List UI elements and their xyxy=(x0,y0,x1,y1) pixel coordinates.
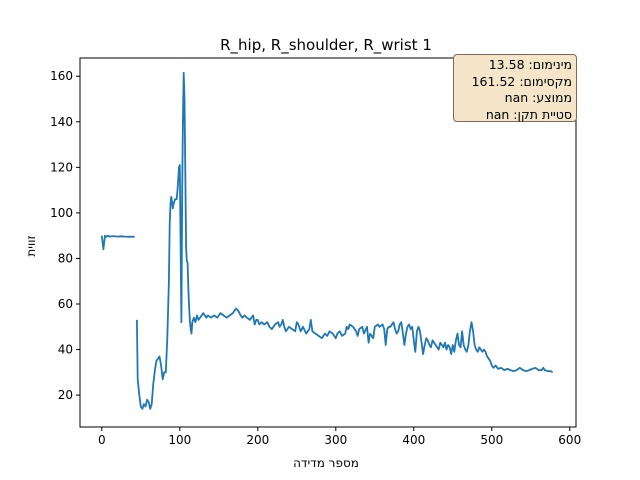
x-tick-label: 300 xyxy=(324,433,347,447)
x-tick-label: 600 xyxy=(558,433,581,447)
plot-area xyxy=(79,57,577,428)
plot-frame xyxy=(79,57,577,428)
y-tick-label: 20 xyxy=(58,388,73,402)
stats-mean: ממוצע: nan xyxy=(504,90,572,105)
y-tick-label: 60 xyxy=(58,297,73,311)
series-line-segment xyxy=(136,71,554,410)
y-tick-label: 80 xyxy=(58,251,73,265)
x-tick-label: 200 xyxy=(246,433,269,447)
y-tick-label: 140 xyxy=(50,115,73,129)
x-tick-label: 0 xyxy=(98,433,106,447)
chart-title: R_hip, R_shoulder, R_wrist 1 xyxy=(220,36,432,55)
y-axis-label: זווית xyxy=(24,235,38,256)
stats-max: מקסימום: 161.52 xyxy=(471,73,572,89)
x-axis-label: מספר מדידה xyxy=(293,456,359,470)
x-tick-label: 100 xyxy=(168,433,191,447)
y-tick-label: 120 xyxy=(50,160,73,174)
stats-box: מינימום: 13.58 מקסימום: 161.52 ממוצע: na… xyxy=(453,54,577,122)
y-axis-ticks: 20 40 60 80 100 120 140 160 xyxy=(50,69,80,402)
y-tick-label: 40 xyxy=(58,343,73,357)
y-tick-label: 100 xyxy=(50,206,73,220)
stats-min: מינימום: 13.58 xyxy=(488,57,572,72)
stats-std: סטיית תקן: nan xyxy=(485,106,572,122)
x-tick-label: 400 xyxy=(402,433,425,447)
series-line-segment xyxy=(100,234,135,251)
x-tick-label: 500 xyxy=(480,433,503,447)
y-tick-label: 160 xyxy=(50,69,73,83)
x-axis-ticks: 0 100 200 300 400 500 600 xyxy=(98,427,581,447)
